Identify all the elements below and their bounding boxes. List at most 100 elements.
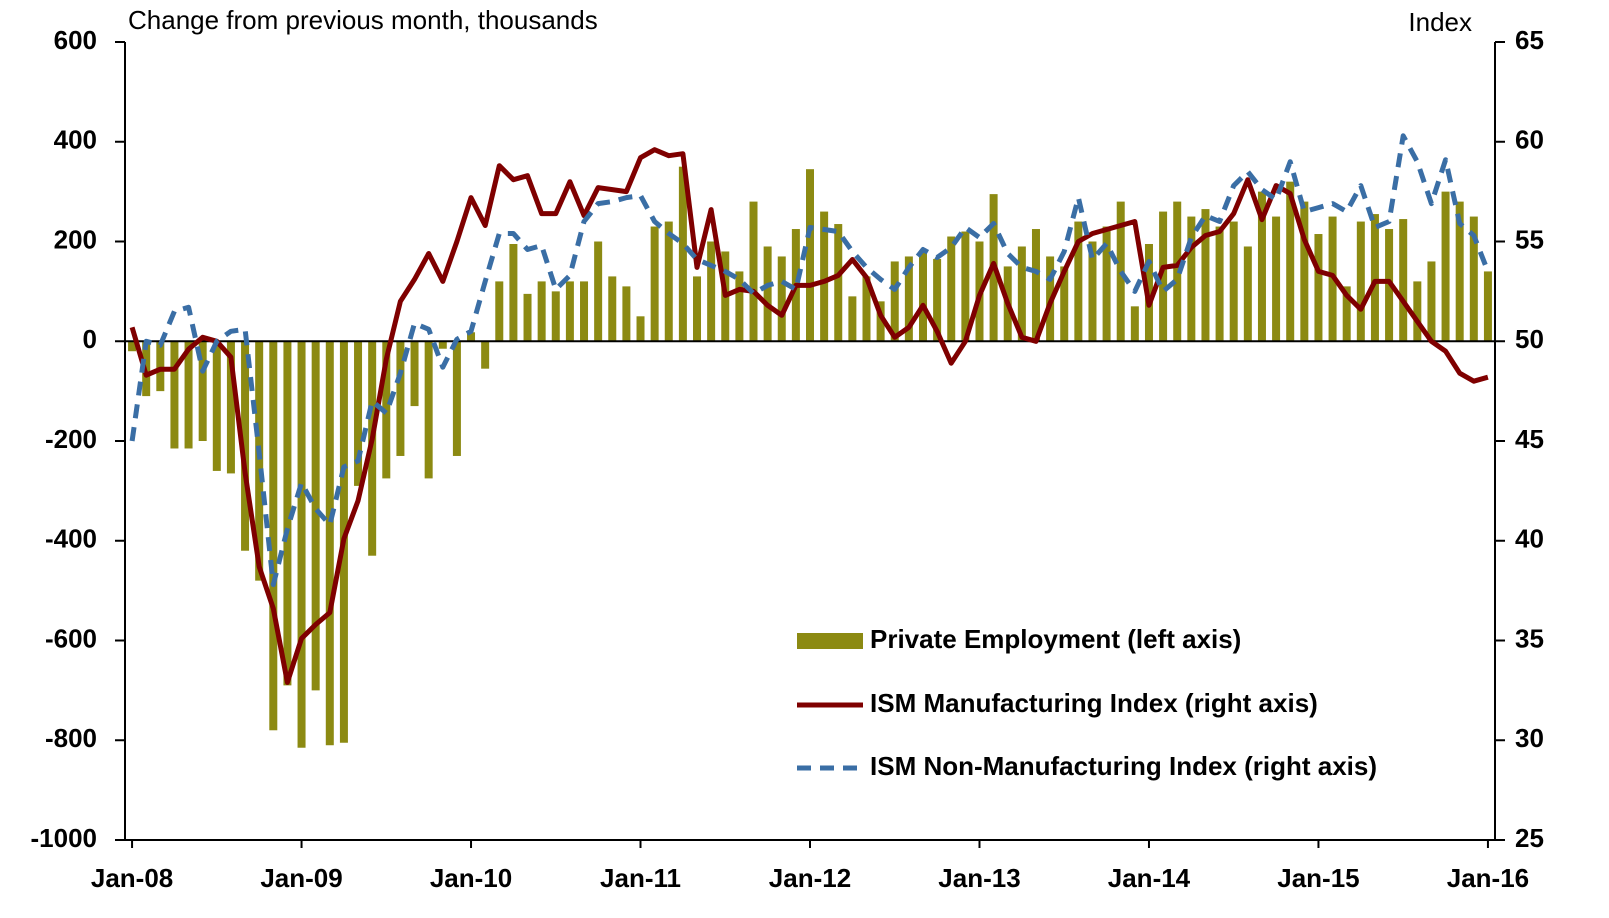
bar (1074, 221, 1083, 342)
bar (241, 341, 250, 551)
bar (438, 341, 447, 349)
bar (1286, 181, 1295, 342)
bar (537, 281, 546, 342)
x-tick-label: Jan-11 (600, 863, 681, 893)
bar (1300, 201, 1309, 342)
bar (1187, 216, 1196, 342)
bar (749, 201, 758, 342)
x-tick-label: Jan-14 (1108, 863, 1191, 893)
bar (848, 296, 857, 342)
bar (580, 281, 589, 342)
y2-tick-label: 60 (1515, 125, 1544, 155)
bar (608, 276, 617, 342)
bar (1441, 191, 1450, 342)
bar (283, 341, 292, 686)
y-tick-label: 200 (54, 224, 97, 254)
y2-tick-label: 55 (1515, 224, 1544, 254)
bar (1455, 201, 1464, 342)
bar (1173, 201, 1182, 342)
bar (918, 251, 927, 342)
bar (806, 169, 814, 342)
bar (410, 341, 419, 407)
y-tick-label: -600 (45, 623, 97, 653)
bar (481, 341, 490, 369)
bar (1469, 216, 1478, 342)
bar (467, 332, 476, 342)
bar (1060, 266, 1069, 342)
x-tick-label: Jan-09 (260, 863, 342, 893)
bar (1427, 261, 1436, 342)
bar (1272, 216, 1281, 342)
bar (551, 291, 560, 342)
bar (961, 231, 970, 342)
bar (707, 241, 716, 342)
bar (622, 286, 631, 342)
bar (396, 341, 405, 456)
bar (1243, 246, 1252, 342)
bar (664, 221, 673, 342)
bar (820, 211, 829, 342)
bar (876, 301, 885, 342)
y2-tick-label: 30 (1515, 723, 1544, 753)
y-tick-label: 600 (54, 25, 97, 55)
y2-tick-label: 25 (1515, 823, 1544, 853)
bar (763, 246, 772, 342)
bar (834, 224, 843, 342)
x-tick-label: Jan-13 (938, 863, 1020, 893)
x-tick-label: Jan-16 (1447, 863, 1529, 893)
bar (226, 341, 235, 474)
y-tick-label: -800 (45, 723, 97, 753)
y-axis-title: Change from previous month, thousands (128, 5, 598, 35)
bar (523, 293, 532, 342)
line (129, 147, 1489, 685)
bar (862, 276, 871, 342)
y-tick-label: 400 (54, 125, 97, 155)
bar (678, 166, 687, 342)
bar (297, 341, 306, 748)
x-tick-label: Jan-12 (769, 863, 851, 893)
bar (1017, 246, 1026, 342)
bar (1102, 226, 1111, 342)
legend-swatch (797, 633, 863, 649)
bar (1483, 271, 1492, 342)
y-tick-label: 0 (83, 324, 97, 354)
bar (1370, 214, 1379, 342)
bar (594, 241, 603, 342)
x-tick-label: Jan-15 (1277, 863, 1359, 893)
bar (1159, 211, 1168, 342)
bar (1031, 229, 1040, 342)
line (129, 133, 1491, 588)
y2-tick-label: 50 (1515, 324, 1544, 354)
legend-label: ISM Manufacturing Index (right axis) (870, 688, 1318, 718)
bar (198, 341, 207, 441)
legend-label: ISM Non-Manufacturing Index (right axis) (870, 751, 1377, 781)
bar (255, 341, 264, 581)
y2-tick-label: 45 (1515, 424, 1544, 454)
bar (1413, 281, 1422, 342)
bar (212, 341, 221, 471)
bar (269, 341, 278, 731)
bar (1229, 221, 1238, 342)
bar (495, 281, 504, 342)
y2-tick-label: 35 (1515, 623, 1544, 653)
bar (311, 341, 320, 691)
bar (947, 236, 956, 342)
y-tick-label: -400 (45, 524, 97, 554)
legend-label: Private Employment (left axis) (870, 624, 1241, 654)
bar (170, 341, 179, 449)
bar (1356, 221, 1365, 342)
bar (636, 316, 645, 342)
bar (904, 256, 913, 342)
bar (424, 341, 433, 479)
y2-tick-label: 65 (1515, 25, 1544, 55)
bar (1130, 306, 1139, 342)
y2-axis-title: Index (1408, 7, 1472, 37)
bar (452, 341, 461, 456)
bar (1201, 209, 1210, 342)
bar (1257, 191, 1266, 342)
bar (565, 281, 574, 342)
bar (354, 341, 363, 486)
bar (325, 341, 334, 746)
y-tick-label: -200 (45, 424, 97, 454)
bar (890, 261, 899, 342)
